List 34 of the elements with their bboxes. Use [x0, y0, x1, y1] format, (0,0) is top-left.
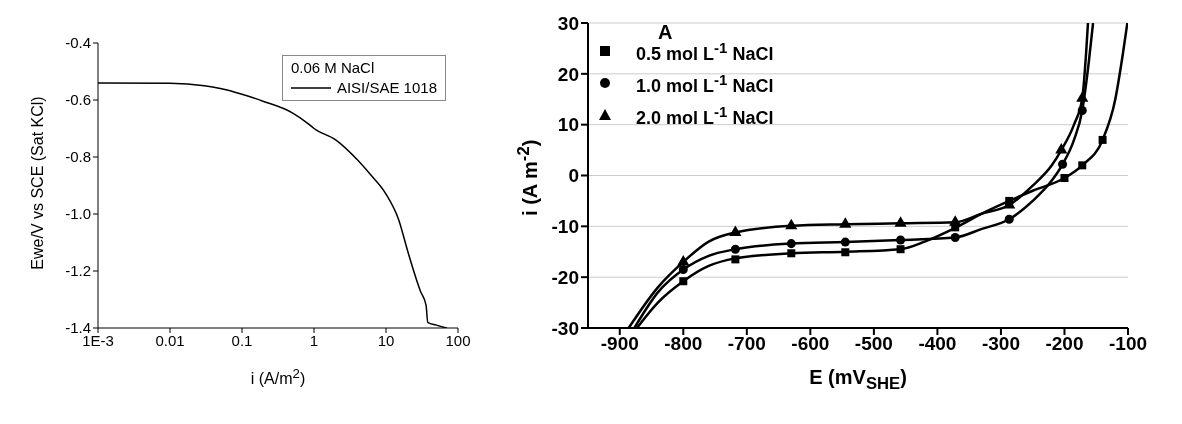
- y-tick-label: -1.2: [65, 262, 91, 280]
- legend-label: 2.0 mol L$^{-1}$ NaCl: [636, 102, 774, 130]
- y-tick-label: -10: [551, 216, 579, 238]
- y-tick-label: 20: [557, 63, 579, 85]
- y-tick-label: -20: [551, 266, 579, 288]
- y-tick-label: -1.4: [65, 319, 91, 337]
- x-tick-label: -800: [664, 333, 703, 355]
- x-tick-label: 100: [445, 331, 471, 349]
- x-tick-label: -500: [854, 333, 893, 355]
- x-axis-title: E (mV$_{SHE}$): [808, 366, 908, 394]
- legend-label: AISI/SAE 1018: [336, 78, 437, 98]
- x-tick-label: 1: [309, 331, 319, 349]
- y-tick-label: 10: [557, 114, 579, 136]
- x-tick-label: -100: [1108, 333, 1148, 355]
- y-tick-label: 0: [568, 165, 579, 187]
- x-tick-label: 0.1: [231, 331, 253, 349]
- x-axis-title: i (A/m$^{2}$): [249, 366, 307, 389]
- legend-title: 0.06 M NaCl: [290, 58, 376, 78]
- y-tick-label: 30: [557, 12, 579, 34]
- y-tick-label: -0.6: [65, 91, 91, 109]
- x-tick-label: -400: [918, 333, 957, 355]
- x-tick-label: -300: [981, 333, 1020, 355]
- x-tick-label: -600: [791, 333, 830, 355]
- y-tick-label: -0.4: [65, 34, 91, 52]
- x-tick-label: -700: [727, 333, 766, 355]
- legend-label: 1.0 mol L$^{-1}$ NaCl: [636, 70, 774, 98]
- x-tick-label: -200: [1045, 333, 1084, 355]
- y-tick-label: -30: [551, 317, 579, 339]
- x-tick-label: -900: [600, 333, 639, 355]
- y-axis-title: Ewe/V vs SCE (Sat KCl): [29, 94, 47, 272]
- y-tick-label: -0.8: [65, 148, 91, 166]
- x-tick-label: 0.01: [155, 331, 185, 349]
- x-tick-label: 10: [377, 331, 395, 349]
- y-tick-label: -1.0: [65, 205, 91, 223]
